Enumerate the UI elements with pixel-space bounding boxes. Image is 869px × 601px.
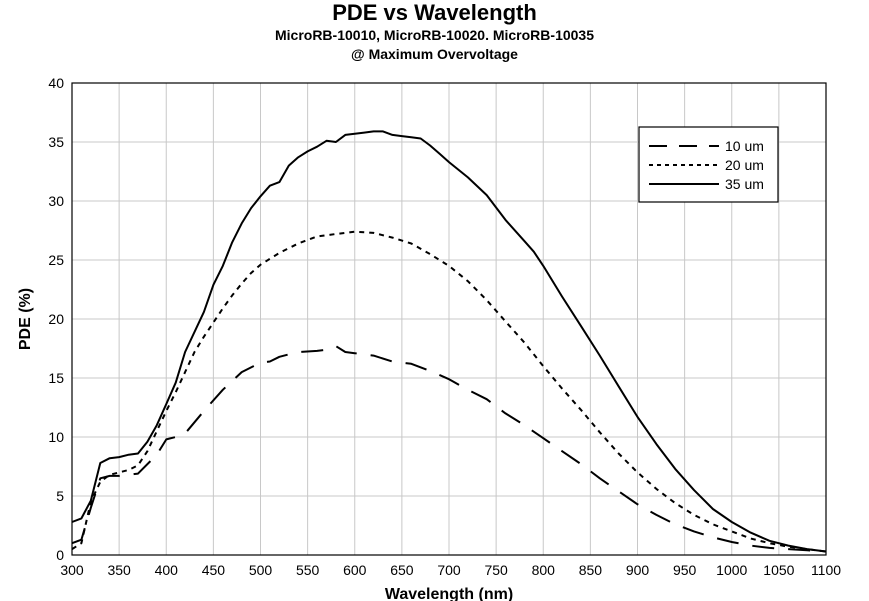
x-tick-label: 800 (532, 562, 556, 578)
legend-entry: 10 um (725, 138, 764, 154)
y-tick-label: 20 (48, 311, 64, 327)
y-tick-label: 35 (48, 134, 64, 150)
series-lines (71, 130, 827, 553)
series-line-10-um (71, 345, 827, 553)
x-tick-label: 400 (155, 562, 179, 578)
x-tick-label: 850 (579, 562, 603, 578)
legend-entry: 35 um (725, 176, 764, 192)
x-tick-label: 1050 (763, 562, 794, 578)
x-tick-label: 700 (437, 562, 461, 578)
x-tick-label: 900 (626, 562, 650, 578)
series-line-20-um (71, 230, 827, 553)
series-line-35-um (71, 130, 827, 553)
x-tick-label: 600 (343, 562, 367, 578)
x-axis-label: Wavelength (nm) (385, 586, 513, 601)
chart-title: PDE vs Wavelength (332, 0, 537, 25)
chart-subtitle-line-1: MicroRB-10010, MicroRB-10020. MicroRB-10… (274, 27, 594, 43)
x-tick-label: 1100 (811, 562, 841, 578)
x-tick-label: 450 (202, 562, 226, 578)
y-axis-label: PDE (%) (17, 288, 34, 350)
tick-labels: 300 350 400 450 500 550 600 650 700 750 800 850 900 9… (48, 75, 841, 578)
x-tick-label: 750 (484, 562, 508, 578)
y-tick-label: 40 (48, 75, 64, 91)
y-tick-label: 10 (48, 429, 64, 445)
x-tick-label: 1000 (716, 562, 747, 578)
x-tick-label: 950 (673, 562, 697, 578)
plot-frame (71, 82, 827, 556)
y-tick-label: 30 (48, 193, 64, 209)
chart-subtitle-line-2: @ Maximum Overvoltage (351, 46, 518, 62)
x-tick-label: 500 (249, 562, 273, 578)
x-tick-label: 650 (390, 562, 414, 578)
y-tick-label: 25 (48, 252, 64, 268)
y-tick-label: 15 (48, 370, 64, 386)
legend-entry: 20 um (725, 157, 764, 173)
x-tick-label: 550 (296, 562, 320, 578)
legend: 10 um 20 um 35 um (638, 126, 779, 203)
x-tick-label: 300 (60, 562, 84, 578)
y-tick-label: 0 (56, 547, 64, 563)
x-tick-label: 350 (107, 562, 131, 578)
y-tick-label: 5 (56, 488, 64, 504)
